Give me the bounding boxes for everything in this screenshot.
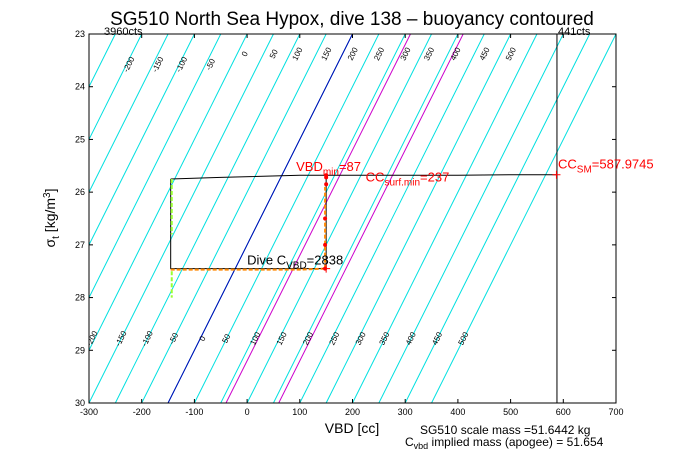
annotation-text: CCsurf.min=237	[366, 170, 450, 189]
contour-label: 50	[220, 332, 232, 344]
contour-line	[273, 34, 459, 403]
contour-line	[220, 34, 406, 403]
series-line-2	[170, 176, 327, 270]
y-tick-label: 28	[75, 293, 85, 303]
y-axis-label-sub: t	[51, 236, 62, 239]
left-count-label: 3960cts	[104, 26, 143, 38]
annotation-value: =87	[339, 159, 361, 174]
red-marker	[323, 216, 328, 221]
x-tick-label: 200	[345, 407, 360, 417]
annotation-sub: VBD	[286, 260, 307, 271]
contour-line	[89, 34, 274, 403]
annotation-label: VBD	[296, 159, 323, 174]
contour-line	[114, 34, 301, 403]
contour-line	[325, 34, 512, 403]
y-axis-label-unit-sup: 3	[42, 192, 53, 198]
y-tick-label: 29	[75, 345, 85, 355]
x-tick-label: 400	[450, 407, 465, 417]
x-axis-label: VBD [cc]	[325, 420, 379, 436]
annotations: VBDmin=87CCsurf.min=237CCSM=587.9745Dive…	[247, 156, 654, 271]
contour-line	[0, 34, 36, 403]
contour-labels: -450-400-350-300-250-200-150-100-5005010…	[0, 45, 518, 348]
plus-marker	[552, 170, 561, 179]
red-marker	[323, 242, 328, 247]
contour-line	[431, 34, 616, 403]
y-tick-label: 27	[75, 240, 85, 250]
footer-line2: Cvbd implied mass (apogee) = 51.654	[405, 435, 604, 451]
contour-label: -350	[5, 144, 20, 163]
annotation-value: =587.9745	[592, 156, 654, 171]
contour-line	[89, 34, 195, 246]
footer-line2-rest: implied mass (apogee) = 51.654	[428, 435, 603, 449]
y-tick-label: 24	[75, 82, 85, 92]
footer-line1: SG510 scale mass =51.6442 kg	[420, 423, 590, 437]
annotation-label: Dive C	[247, 252, 286, 267]
series-line-3	[170, 267, 326, 271]
contour-line	[404, 34, 591, 403]
contour-label: 50	[268, 47, 280, 59]
annotation-text: Dive CVBD=2838	[247, 252, 343, 271]
contour-label: 0	[240, 49, 250, 57]
contour-line-mass-2	[278, 34, 464, 403]
y-axis-label-main: σ	[42, 239, 58, 248]
contour-line	[193, 34, 380, 403]
contour-line	[141, 34, 327, 403]
buoyancy-contours	[0, 34, 616, 403]
y-axis-label: σt [kg/m3]	[42, 189, 62, 248]
x-tick-label: 300	[398, 407, 413, 417]
annotation-label: CC	[366, 170, 385, 185]
y-tick-label: 25	[75, 134, 85, 144]
contour-label: -200	[84, 329, 99, 348]
annotation-text: VBDmin=87	[296, 159, 361, 178]
contour-line	[299, 34, 485, 403]
contour-line	[378, 34, 564, 403]
contour-line	[0, 34, 10, 403]
contour-line	[246, 34, 432, 403]
series-line-1	[170, 174, 557, 180]
contour-line-neutral	[167, 34, 353, 403]
footer-line2-main: C	[405, 435, 414, 449]
right-count-label: 441cts	[558, 26, 591, 38]
contour-line	[89, 34, 169, 194]
x-tick-label: -300	[80, 407, 98, 417]
annotation-value: =2838	[307, 252, 344, 267]
red-marker	[324, 182, 329, 187]
annotation-sub: surf.min	[384, 178, 420, 189]
annotation-value: =237	[420, 170, 449, 185]
y-axis-label-unit-open: [kg/m	[42, 198, 58, 236]
annotation-sub: min	[323, 167, 339, 178]
contour-line	[89, 34, 143, 141]
contour-line	[89, 34, 222, 299]
x-axis-ticks: -300 -200 -100 0 100 200 300 400 500 600 700	[80, 34, 624, 417]
red-marker	[324, 175, 329, 180]
annotation-text: CCSM=587.9745	[558, 156, 654, 175]
contour-label: 0	[198, 334, 208, 342]
footer-line2-sub: vbd	[414, 441, 429, 451]
annotation-sub: SM	[577, 164, 592, 175]
contour-label: -400	[0, 102, 5, 121]
y-tick-label: 26	[75, 187, 85, 197]
y-axis-label-unit-close: ]	[42, 189, 58, 193]
x-tick-label: 0	[245, 407, 250, 417]
x-tick-label: 700	[608, 407, 623, 417]
y-axis-ticks: 23 24 25 26 27 28 29 30	[75, 29, 616, 408]
plus-marker	[322, 264, 331, 273]
contour-label: -300	[26, 176, 41, 195]
x-tick-label: 100	[292, 407, 307, 417]
y-tick-label: 30	[75, 398, 85, 408]
x-tick-label: -100	[185, 407, 203, 417]
x-tick-label: -200	[133, 407, 151, 417]
x-tick-label: 600	[556, 407, 571, 417]
annotation-label: CC	[558, 156, 577, 171]
y-tick-label: 23	[75, 29, 85, 39]
contour-line-mass-1	[225, 34, 411, 403]
chart-title: SG510 North Sea Hypox, dive 138 – buoyan…	[110, 9, 594, 30]
plot-area	[89, 34, 616, 403]
contour-line	[89, 34, 248, 352]
contour-line	[352, 34, 538, 403]
x-tick-label: 500	[503, 407, 518, 417]
dive-markers	[322, 170, 561, 273]
